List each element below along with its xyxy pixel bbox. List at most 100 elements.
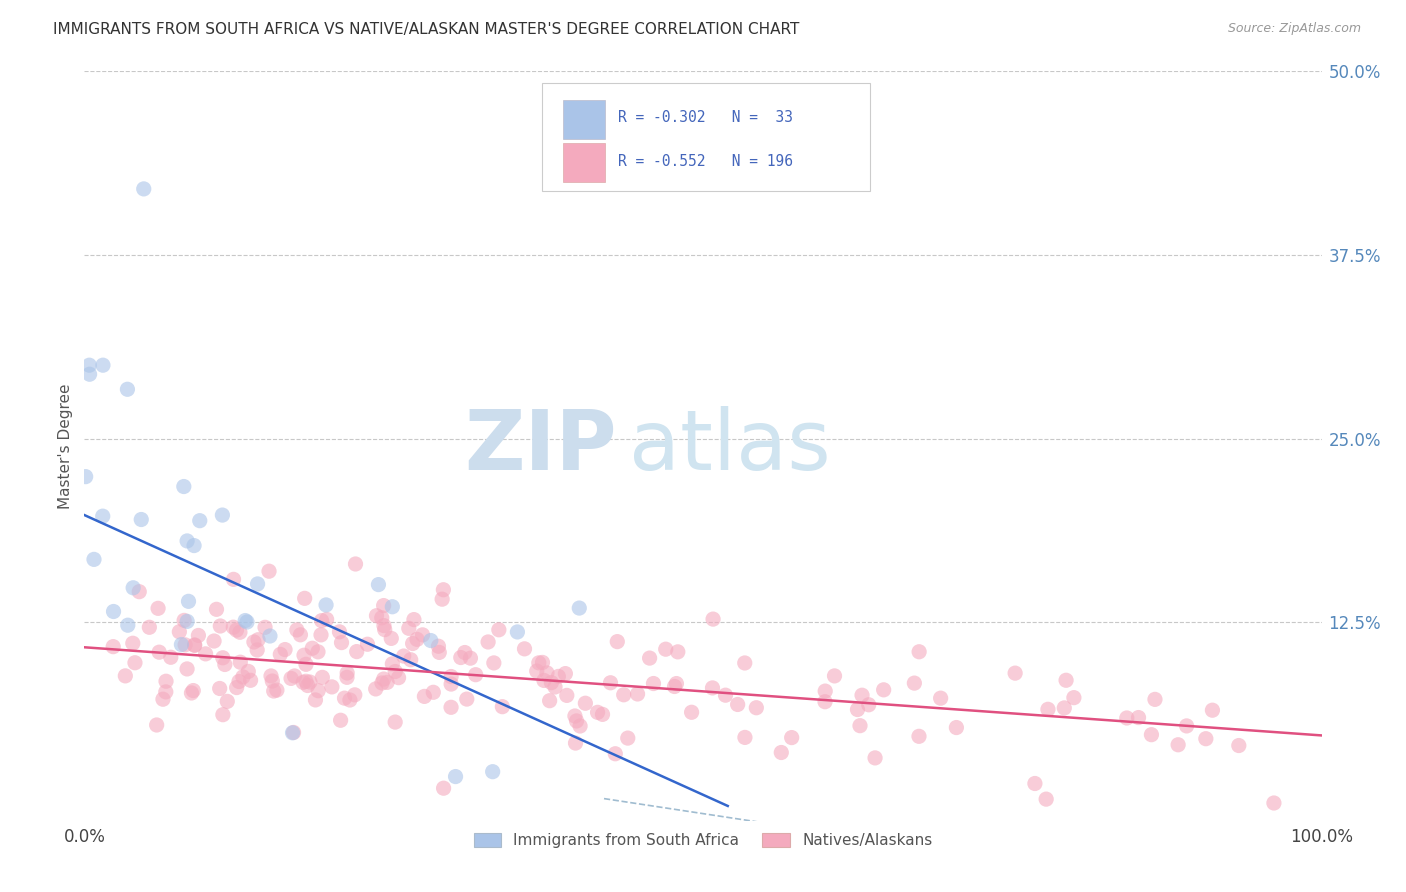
Point [205, 602, 228, 616]
Point [253, 620, 276, 634]
Point [117, 382, 139, 396]
Point [122, 581, 145, 595]
Point [863, 751, 886, 765]
Point [568, 601, 591, 615]
Point [440, 677, 463, 691]
Point [770, 746, 793, 760]
Point [79, 368, 101, 382]
Point [1175, 719, 1198, 733]
Point [481, 764, 503, 779]
Point [328, 624, 350, 639]
Point [181, 683, 204, 698]
Point [176, 662, 198, 676]
Point [531, 656, 554, 670]
Point [211, 650, 233, 665]
Point [846, 702, 869, 716]
FancyBboxPatch shape [564, 143, 605, 181]
Point [427, 639, 450, 653]
Point [384, 715, 406, 730]
Point [146, 601, 169, 615]
Point [908, 729, 931, 743]
Point [665, 676, 688, 690]
Point [606, 634, 628, 648]
Point [180, 686, 202, 700]
Point [329, 713, 352, 727]
Point [381, 657, 404, 671]
Point [257, 564, 280, 578]
Point [849, 719, 872, 733]
Point [346, 644, 368, 658]
Point [243, 635, 266, 649]
Point [734, 731, 756, 745]
Point [229, 655, 252, 669]
Point [599, 675, 621, 690]
Point [343, 688, 366, 702]
Point [217, 694, 239, 708]
Point [176, 615, 198, 629]
Point [533, 673, 555, 688]
Point [183, 638, 205, 652]
Point [307, 645, 329, 659]
Point [666, 645, 689, 659]
Point [333, 691, 356, 706]
Point [212, 707, 235, 722]
Point [554, 666, 576, 681]
Point [285, 623, 308, 637]
Point [638, 651, 661, 665]
Point [132, 182, 155, 196]
Point [401, 636, 423, 650]
Text: R = -0.302   N =  33: R = -0.302 N = 33 [617, 111, 793, 125]
Point [406, 632, 429, 647]
Point [929, 691, 952, 706]
Text: IMMIGRANTS FROM SOUTH AFRICA VS NATIVE/ALASKAN MASTER'S DEGREE CORRELATION CHART: IMMIGRANTS FROM SOUTH AFRICA VS NATIVE/A… [53, 22, 800, 37]
Point [183, 539, 205, 553]
Point [702, 612, 724, 626]
Point [373, 599, 395, 613]
Point [1115, 711, 1137, 725]
Point [177, 594, 200, 608]
Point [176, 533, 198, 548]
Point [387, 671, 409, 685]
Point [225, 681, 247, 695]
Point [872, 682, 894, 697]
Point [398, 621, 420, 635]
Point [858, 698, 880, 712]
Point [450, 650, 472, 665]
Point [91, 509, 114, 524]
Point [402, 613, 425, 627]
Point [114, 669, 136, 683]
Point [1054, 673, 1077, 688]
Point [91, 358, 114, 372]
Point [173, 479, 195, 493]
Point [527, 656, 550, 670]
Point [814, 684, 837, 698]
Point [432, 582, 454, 597]
Point [129, 512, 152, 526]
Point [592, 707, 614, 722]
Point [301, 641, 323, 656]
Point [616, 731, 638, 745]
Point [1128, 710, 1150, 724]
Text: Source: ZipAtlas.com: Source: ZipAtlas.com [1227, 22, 1361, 36]
Point [654, 642, 676, 657]
Point [269, 648, 291, 662]
Point [330, 635, 353, 649]
Point [159, 650, 181, 665]
Point [399, 653, 422, 667]
Point [75, 469, 97, 483]
Point [540, 675, 562, 690]
Point [128, 584, 150, 599]
Point [148, 645, 170, 659]
Point [298, 675, 321, 690]
Point [908, 645, 931, 659]
Point [315, 612, 337, 626]
Point [295, 657, 318, 672]
Point [155, 685, 177, 699]
Point [236, 615, 259, 629]
Point [229, 625, 252, 640]
Point [292, 648, 315, 663]
Point [259, 629, 281, 643]
Point [266, 683, 288, 698]
Point [1035, 792, 1057, 806]
Point [304, 693, 326, 707]
